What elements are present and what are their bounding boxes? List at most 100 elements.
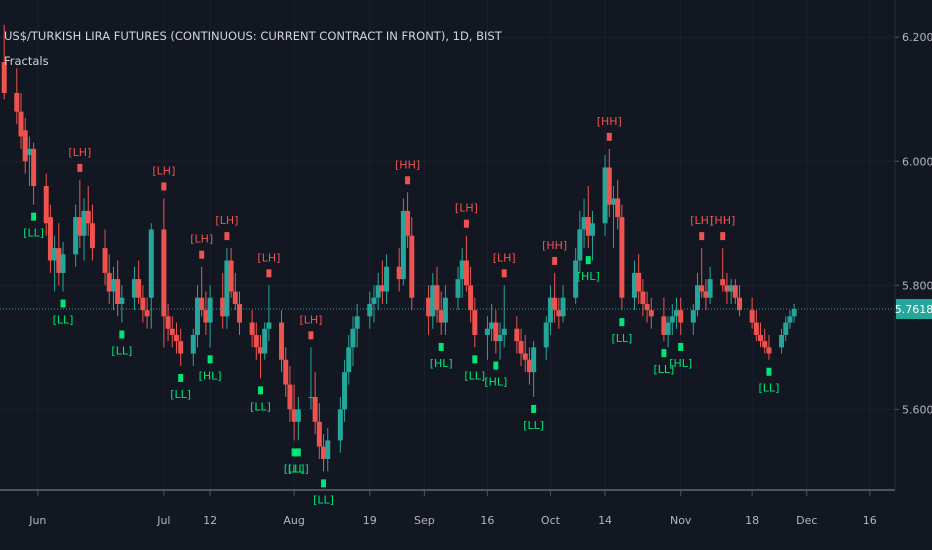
candle-body	[396, 266, 402, 280]
candle	[287, 365, 293, 422]
candle	[766, 334, 772, 360]
fractal-marker: [LH]	[455, 202, 478, 228]
candle-body	[342, 372, 348, 410]
candle-body	[699, 285, 705, 292]
candle-body	[434, 285, 440, 311]
candle	[291, 384, 297, 441]
x-tick-label: 16	[863, 514, 877, 527]
candle	[589, 210, 595, 261]
x-tick-label: Jun	[28, 514, 46, 527]
candle	[409, 217, 415, 311]
candle	[203, 291, 209, 335]
candle	[102, 229, 108, 286]
fractal-low-label: [HL]	[577, 270, 600, 283]
fractal-marker: [LL]	[23, 212, 44, 240]
y-tick-label: 5.6000	[902, 403, 932, 416]
candle	[106, 254, 112, 304]
fractal-low-mark	[291, 448, 297, 457]
fractal-low-mark	[207, 355, 213, 364]
candle-body	[312, 396, 318, 422]
fractal-low-label: [LL]	[464, 369, 485, 382]
fractal-marker: [LL]	[523, 404, 544, 432]
candle	[249, 310, 255, 348]
candle	[720, 248, 726, 292]
candle-body	[169, 328, 175, 335]
candle	[190, 328, 196, 366]
candle	[52, 235, 58, 292]
candle-body	[350, 328, 356, 348]
candle-body	[253, 334, 259, 348]
fractal-low-mark	[31, 212, 37, 221]
candle-body	[514, 328, 520, 342]
candle-body	[316, 421, 322, 447]
candle	[312, 372, 318, 435]
candle-body	[581, 217, 587, 230]
candle	[678, 297, 684, 335]
candle	[22, 117, 28, 174]
candle-body	[484, 328, 490, 335]
candle	[400, 198, 406, 286]
candle	[346, 334, 352, 385]
candle-body	[669, 316, 675, 323]
fractal-high-label: [HH]	[710, 214, 735, 227]
fractal-marker: [LL]	[653, 349, 674, 376]
fractal-low-mark	[295, 448, 301, 457]
candle-body	[749, 310, 755, 323]
time-axis[interactable]: Jun Jul 12 Aug 19 Sep 16 Oct 14 Nov 18 Dec 16	[28, 491, 877, 527]
fractal-high-mark	[699, 232, 705, 241]
fractal-low-label: [LL]	[653, 363, 674, 376]
candle	[140, 285, 146, 323]
candle-body	[148, 229, 154, 298]
candle	[77, 179, 83, 249]
candle-body	[493, 322, 499, 342]
candle-body	[371, 297, 377, 304]
candle-body	[346, 347, 352, 373]
candle	[26, 136, 32, 187]
candle	[430, 272, 436, 329]
candle	[610, 186, 616, 249]
candle-body	[144, 310, 150, 317]
price-axis[interactable]: 6.2000 6.0000 5.8000 5.6000	[895, 31, 932, 416]
fractal-marker: [LL]	[53, 299, 73, 327]
candle-body	[224, 260, 230, 317]
candle-body	[140, 297, 146, 311]
candle-body	[531, 347, 537, 373]
fractal-low-mark	[531, 404, 537, 413]
fractal-marker: [LH]	[215, 214, 238, 241]
candle	[426, 285, 432, 335]
candle	[442, 285, 448, 335]
fractal-low-label: [HL]	[669, 357, 692, 370]
candle-body	[442, 297, 448, 323]
candle-body	[379, 285, 385, 292]
fractal-high-mark	[463, 219, 469, 228]
fractal-low-label: [LL]	[313, 493, 334, 506]
candle	[434, 266, 440, 323]
candle	[577, 210, 583, 273]
candle-body	[791, 309, 797, 317]
fractal-low-mark	[766, 367, 772, 376]
candle-body	[636, 272, 642, 292]
candle-body	[262, 328, 268, 354]
x-tick-label: Jul	[156, 514, 170, 527]
candle-body	[81, 210, 87, 236]
candle-body	[573, 260, 579, 298]
fractal-high-mark	[199, 250, 205, 259]
candle	[279, 310, 285, 373]
candle-body	[577, 229, 583, 261]
fractal-low-mark	[178, 373, 184, 382]
candle-body	[661, 316, 667, 335]
fractal-high-label: [HH]	[542, 239, 567, 252]
fractal-low-mark	[661, 349, 667, 358]
candle	[644, 291, 650, 323]
candle-body	[295, 409, 301, 422]
candle	[85, 186, 91, 236]
candle	[615, 179, 621, 230]
candle-body	[455, 279, 461, 298]
fractal-low-label: [LL]	[111, 345, 132, 358]
candle-body	[1, 62, 7, 94]
fractal-marker: [LH]	[493, 251, 516, 278]
indicator-label[interactable]: Fractals	[4, 54, 49, 68]
candle-body	[47, 217, 53, 261]
fractal-low-label: [HL]	[484, 376, 507, 389]
